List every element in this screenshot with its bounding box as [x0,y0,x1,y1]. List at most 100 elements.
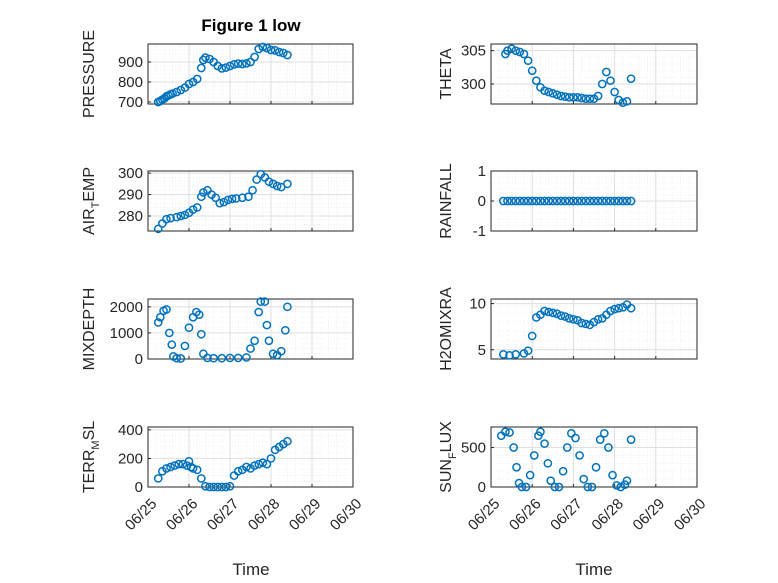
data-point [602,196,611,206]
y-tick-label: 1 [478,163,486,180]
data-point [575,451,584,460]
y-tick-label: 300 [118,165,143,182]
axes-box [490,298,698,360]
data-point [622,476,632,486]
data-point [610,304,619,314]
data-point [258,42,268,52]
x-tick-label: 06/28 [245,495,284,534]
data-point [250,52,259,62]
data-point [227,194,237,204]
data-point [268,349,278,359]
data-point [573,196,582,206]
data-point [556,196,566,206]
data-point [170,461,179,470]
data-point [166,462,175,472]
data-point [192,74,202,84]
data-point [167,340,177,350]
axes-box [147,426,354,488]
data-point [242,59,251,68]
data-point [626,303,636,313]
data-point [540,439,549,448]
y-tick-label: 10 [469,296,486,313]
data-point [262,320,272,330]
y-axis-label: AIRTEMP [81,167,102,235]
data-point [523,346,533,356]
data-point [221,482,231,492]
y-axis-label: THETA [438,48,455,100]
data-point [597,196,607,206]
data-point [199,55,208,65]
data-point [254,307,264,317]
subplot-mixdepth: 0 1000 2000 MIXDEPTH [81,288,354,370]
y-tick-label: 800 [118,74,143,91]
data-point [560,196,570,206]
data-point [242,462,251,472]
data-point [162,305,171,314]
data-point [560,312,570,321]
data-point [599,428,609,438]
x-tick-label: 06/30 [327,495,366,534]
data-point [595,435,605,444]
data-point [544,87,554,97]
data-point [585,196,595,206]
subplot-h2omixra: 5 10 H2OMIXRA [438,287,698,371]
data-point [577,93,586,103]
data-point [517,482,527,492]
data-point [626,196,636,206]
data-point [184,79,194,89]
data-point [172,353,182,363]
x-tick-label: 06/25 [122,495,161,534]
data-point [266,45,276,55]
data-point [258,458,268,468]
data-point [225,481,235,491]
data-point [231,194,241,203]
subplot-pressure: 700 800 900 PRESSURE [81,30,354,118]
data-point [237,59,247,69]
y-tick-label: 300 [461,76,486,93]
data-point [199,188,208,197]
data-point [209,353,218,363]
data-point [521,482,531,492]
data-point [579,474,589,484]
data-point [270,46,280,55]
data-point [564,314,574,323]
x-tick-label: 06/28 [588,495,627,534]
x-tick-label: 06/26 [163,495,202,534]
data-point [523,56,533,66]
data-point [577,196,586,206]
axes-box [490,426,698,488]
data-point [184,456,194,466]
data-point [248,185,257,195]
y-tick-label: 0 [478,193,486,210]
data-point [188,205,198,214]
data-point [278,48,288,58]
data-point [505,350,514,360]
data-point [225,61,235,71]
data-point [544,196,554,206]
data-point [552,90,562,100]
data-point [525,470,535,480]
data-point [194,310,204,320]
data-point [581,319,591,329]
data-point [180,341,190,351]
y-tick-label: 0 [135,479,143,496]
data-point [527,66,537,76]
data-point [272,181,282,191]
x-tick-label: 06/29 [630,495,669,534]
data-point [283,436,292,446]
data-point [501,427,510,437]
data-point [262,43,272,53]
data-point [612,481,622,490]
x-tick-label: 06/27 [547,495,586,534]
data-point [527,331,537,341]
data-point [180,210,190,220]
data-point [614,196,624,206]
axes-box [147,298,354,360]
data-point [511,46,521,56]
data-point [219,197,229,207]
y-axis-label: RAINFALL [438,163,455,239]
data-point [626,74,636,84]
data-point [556,91,566,101]
data-point [610,87,619,97]
